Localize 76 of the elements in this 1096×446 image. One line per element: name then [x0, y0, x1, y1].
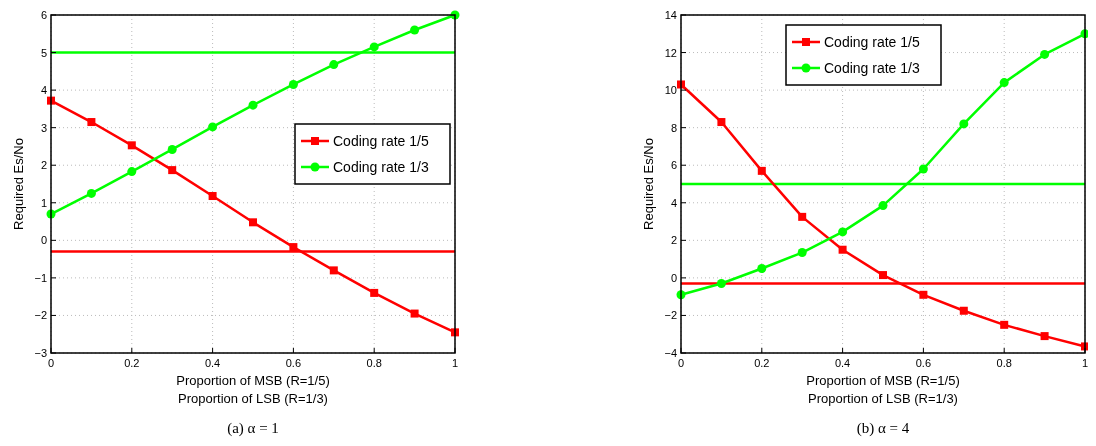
point: [127, 141, 136, 150]
y-tick-label: 6: [670, 159, 677, 172]
x-tick-label: 0.6: [915, 357, 932, 369]
point: [838, 245, 847, 254]
point: [410, 309, 419, 318]
y-tick-label: 0: [670, 271, 677, 284]
point: [370, 288, 379, 297]
point: [248, 100, 258, 110]
point: [838, 227, 848, 237]
point: [369, 42, 379, 52]
y-tick-label: 1: [40, 196, 47, 209]
x-tick-label: 1: [451, 357, 459, 369]
x-tick-label: 0.4: [204, 357, 221, 369]
point: [1000, 320, 1009, 329]
point: [798, 212, 807, 221]
point: [167, 144, 177, 154]
x-tick-label: 0.2: [124, 357, 140, 369]
point: [878, 201, 888, 211]
text: (a) α = 1: [227, 420, 279, 437]
point: [919, 290, 928, 299]
point: [1040, 332, 1049, 341]
point: [757, 264, 767, 273]
legend-label: Coding rate 1/3: [824, 60, 920, 76]
x-tick-label: 0.4: [834, 357, 851, 369]
legend-label: Coding rate 1/3: [333, 159, 429, 175]
point: [86, 188, 96, 198]
point: [757, 166, 766, 175]
y-tick-label: 0: [40, 234, 47, 247]
x-tick-label: 0.8: [366, 357, 382, 369]
point: [918, 164, 928, 174]
point: [959, 119, 969, 129]
y-tick-label: 8: [670, 121, 677, 134]
y-tick-label: −2: [34, 309, 47, 322]
y-tick-label: 2: [40, 159, 47, 172]
text: (b) α = 4: [856, 420, 910, 437]
y-tick-label: −2: [664, 309, 677, 322]
point: [208, 192, 217, 201]
x-axis-title: Proportion of MSB (R=1/5) Proportion of LSB (R=1/3): [176, 373, 330, 406]
point: [168, 166, 177, 175]
point: [127, 167, 137, 177]
point: [797, 248, 807, 258]
y-tick-label: −1: [34, 271, 47, 284]
point: [329, 60, 339, 70]
point: [249, 218, 257, 227]
y-tick-label: −4: [664, 347, 677, 359]
y-tick-label: −3: [34, 347, 47, 359]
point: [87, 118, 96, 127]
x-tick-label: 1: [1081, 357, 1089, 369]
point: [999, 78, 1009, 88]
x-axis-title: Proportion of MSB (R=1/5) Proportion of LSB (R=1/3): [806, 373, 960, 406]
legend-label: Coding rate 1/5: [333, 133, 429, 149]
x-tick-label: 0.2: [754, 357, 770, 369]
y-tick-label: 14: [664, 9, 677, 21]
y-tick-label: 3: [40, 121, 47, 134]
point: [208, 122, 218, 132]
legend-label: Coding rate 1/5: [824, 34, 920, 50]
point: [289, 243, 298, 252]
y-axis-title: Required Es/No: [641, 138, 656, 230]
x-tick-label: 0.6: [285, 357, 302, 369]
x-tick-label: 0.8: [996, 357, 1012, 369]
y-tick-label: 5: [40, 46, 47, 59]
y-tick-label: 4: [670, 196, 677, 209]
y-tick-label: 10: [664, 84, 677, 97]
point: [879, 271, 887, 280]
point: [717, 118, 726, 127]
point: [1040, 49, 1050, 59]
y-axis-title: Required Es/No: [11, 138, 26, 230]
y-tick-label: 12: [664, 46, 677, 59]
point: [329, 266, 338, 275]
y-tick-label: 4: [40, 84, 47, 97]
point: [959, 306, 968, 315]
point: [410, 25, 420, 35]
y-tick-label: 6: [40, 9, 47, 21]
point: [716, 279, 726, 289]
point: [288, 79, 298, 89]
y-tick-label: 2: [670, 234, 677, 247]
